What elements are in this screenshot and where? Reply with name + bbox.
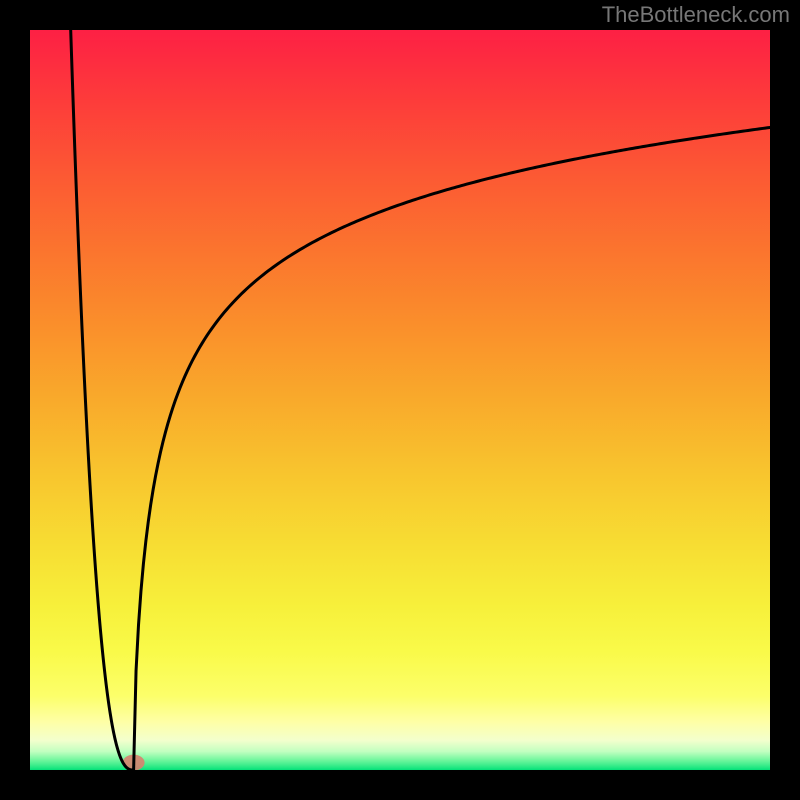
watermark-text: TheBottleneck.com	[602, 2, 790, 28]
chart-frame: TheBottleneck.com	[0, 0, 800, 800]
plot-area	[30, 30, 770, 770]
gradient-rect	[30, 30, 770, 770]
gradient-background	[30, 30, 770, 770]
